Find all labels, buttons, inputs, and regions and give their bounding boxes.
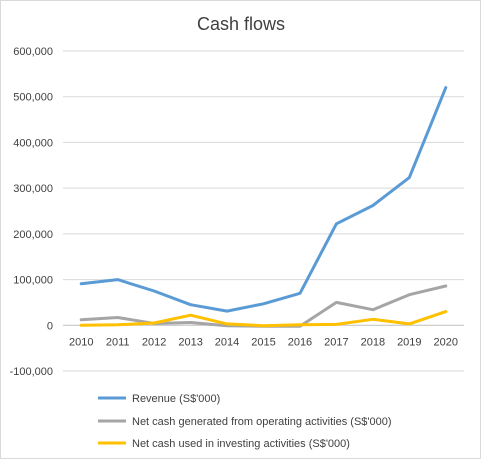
x-tick-label: 2015	[251, 336, 275, 348]
legend-label: Revenue (S$'000)	[132, 393, 220, 405]
x-tick-label: 2012	[142, 336, 166, 348]
y-tick-label: 0	[47, 320, 53, 332]
y-axis-tick-labels: -100,000 0 100,000 200,000 300,000 400,000 500…	[10, 46, 53, 378]
x-axis-tick-labels: 2010 2011 2012 2013 2014 2015 2016 2017 2018 2019…	[69, 336, 458, 348]
x-tick-label: 2011	[106, 336, 130, 348]
x-tick-label: 2020	[434, 336, 458, 348]
legend-label: Net cash used in investing activities (S…	[132, 438, 350, 450]
x-tick-label: 2018	[361, 336, 385, 348]
legend: Revenue (S$'000) Net cash generated from …	[98, 393, 392, 450]
series-lines	[79, 86, 448, 328]
y-tick-label: 200,000	[13, 229, 53, 241]
y-tick-label: 600,000	[13, 46, 53, 58]
y-tick-label: 500,000	[13, 92, 53, 104]
series-line-3	[79, 310, 448, 328]
x-tick-label: 2013	[178, 336, 202, 348]
legend-label: Net cash generated from operating activi…	[132, 416, 392, 428]
chart-title: Cash flows	[197, 14, 285, 34]
y-tick-label: 400,000	[13, 137, 53, 149]
x-tick-label: 2019	[397, 336, 421, 348]
y-tick-label: 300,000	[13, 183, 53, 195]
y-tick-label: -100,000	[10, 366, 53, 378]
x-tick-label: 2010	[69, 336, 93, 348]
x-tick-label: 2014	[215, 336, 239, 348]
y-tick-label: 100,000	[13, 275, 53, 287]
x-tick-label: 2017	[324, 336, 348, 348]
series-line-1	[79, 86, 448, 313]
x-tick-label: 2016	[288, 336, 312, 348]
